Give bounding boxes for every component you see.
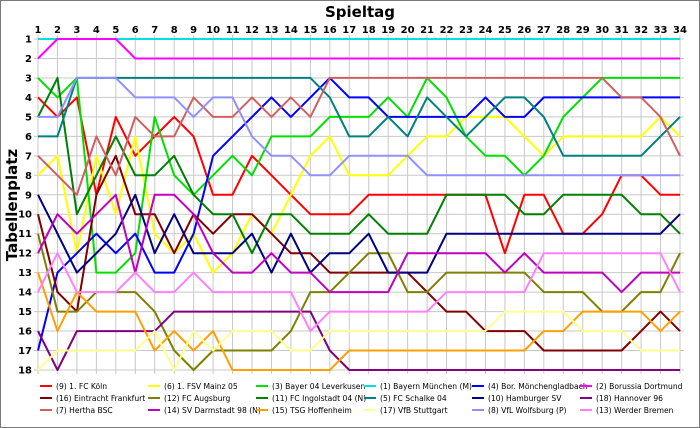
x-tick-label-top: 20 bbox=[401, 25, 415, 36]
legend-label: (3) Bayer 04 Leverkusen bbox=[272, 382, 365, 391]
legend-label: (15) TSG Hoffenheim bbox=[272, 406, 352, 415]
x-tick-label-top: 28 bbox=[556, 25, 570, 36]
series-line bbox=[38, 76, 681, 157]
legend-label: (1) Bayern München (M) bbox=[380, 382, 472, 391]
y-axis-label: Tabellenplatz bbox=[3, 149, 21, 262]
y-tick-label: 14 bbox=[18, 288, 32, 299]
x-tick-label-top: 3 bbox=[73, 25, 80, 36]
y-tick-label: 7 bbox=[25, 151, 32, 162]
x-tick-label-top: 4 bbox=[93, 25, 100, 36]
y-tick-label: 15 bbox=[18, 307, 32, 318]
chart-title: Spieltag bbox=[325, 3, 395, 21]
x-tick-label-top: 16 bbox=[323, 25, 337, 36]
y-tick-label: 13 bbox=[18, 268, 32, 279]
y-tick-label: 12 bbox=[18, 249, 32, 260]
x-tick-label-top: 34 bbox=[673, 25, 687, 36]
series-line bbox=[37, 76, 680, 351]
y-tick-label: 10 bbox=[18, 210, 32, 221]
series-line bbox=[37, 233, 681, 371]
y-tick-label: 3 bbox=[25, 73, 32, 84]
x-tick-label-top: 25 bbox=[498, 25, 512, 36]
x-tick-label-top: 26 bbox=[517, 25, 531, 36]
x-tick-label-top: 23 bbox=[459, 25, 473, 36]
legend-label: (9) 1. FC Köln bbox=[56, 382, 107, 391]
legend-label: (7) Hertha BSC bbox=[56, 406, 113, 415]
x-tick-label-top: 2 bbox=[54, 25, 61, 36]
series-line bbox=[37, 154, 681, 352]
legend-label: (17) VfB Stuttgart bbox=[380, 406, 448, 415]
x-tick-label-top: 33 bbox=[654, 25, 668, 36]
y-tick-label: 11 bbox=[18, 229, 32, 240]
y-tick-label: 5 bbox=[25, 112, 32, 123]
series-line bbox=[38, 76, 680, 177]
legend-label: (4) Bor. Mönchengladbach bbox=[488, 382, 588, 391]
x-tick-label-top: 24 bbox=[478, 25, 492, 36]
x-tick-label-top: 30 bbox=[595, 25, 609, 36]
y-tick-label: 17 bbox=[18, 346, 32, 357]
y-tick-label: 4 bbox=[25, 93, 32, 104]
legend-label: (5) FC Schalke 04 bbox=[380, 394, 447, 403]
series-line bbox=[37, 193, 681, 274]
x-tick-label-top: 8 bbox=[171, 25, 178, 36]
series-line bbox=[37, 310, 680, 371]
y-tick-label: 2 bbox=[25, 54, 32, 65]
x-tick-label-top: 27 bbox=[537, 25, 551, 36]
x-tick-label-top: 11 bbox=[226, 25, 240, 36]
series-line bbox=[37, 76, 681, 255]
x-tick-label-top: 6 bbox=[132, 25, 139, 36]
x-tick-label-top: 15 bbox=[303, 25, 317, 36]
x-tick-label-top: 9 bbox=[190, 25, 197, 36]
series-line bbox=[37, 193, 680, 294]
y-tick-label: 18 bbox=[18, 366, 32, 377]
x-tick-label-top: 10 bbox=[206, 25, 220, 36]
legend-label: (6) 1. FSV Mainz 05 bbox=[164, 382, 238, 391]
legend-label: (12) FC Augsburg bbox=[164, 394, 230, 403]
x-tick-label-top: 32 bbox=[634, 25, 648, 36]
x-tick-label-top: 21 bbox=[420, 25, 434, 36]
series-line bbox=[37, 76, 680, 274]
x-tick-label-top: 12 bbox=[245, 25, 259, 36]
legend-label: (13) Werder Bremen bbox=[596, 406, 674, 415]
legend-label: (2) Borussia Dortmund bbox=[596, 382, 683, 391]
series-line bbox=[37, 252, 681, 333]
x-tick-label-top: 29 bbox=[576, 25, 590, 36]
x-tick-label-top: 1 bbox=[35, 25, 42, 36]
series-line bbox=[37, 38, 680, 60]
x-tick-label-top: 5 bbox=[112, 25, 119, 36]
y-tick-label: 6 bbox=[25, 132, 32, 143]
legend-label: (11) FC Ingolstadt 04 (N) bbox=[272, 394, 366, 403]
x-tick-label-top: 18 bbox=[362, 25, 376, 36]
y-tick-label: 8 bbox=[25, 171, 32, 182]
legend: (9) 1. FC Köln (6) 1. FSV Mainz 05 (3) Bay… bbox=[40, 382, 683, 415]
x-tick-label-top: 7 bbox=[151, 25, 158, 36]
series-line bbox=[37, 76, 681, 196]
legend-label: (18) Hannover 96 bbox=[596, 394, 663, 403]
legend-label: (10) Hamburger SV bbox=[488, 394, 562, 403]
legend-label: (16) Eintracht Frankfurt bbox=[56, 394, 145, 403]
x-tick-label-top: 22 bbox=[440, 25, 454, 36]
x-tick-label-top: 19 bbox=[381, 25, 395, 36]
series-lines bbox=[37, 38, 681, 371]
x-tick-label-top: 13 bbox=[264, 25, 278, 36]
y-tick-label: 1 bbox=[25, 35, 32, 46]
legend-label: (14) SV Darmstadt 98 (N) bbox=[164, 406, 261, 415]
y-tick-label: 16 bbox=[18, 327, 32, 338]
x-tick-label-top: 17 bbox=[342, 25, 356, 36]
legend-label: (8) VfL Wolfsburg (P) bbox=[488, 406, 567, 415]
y-tick-label: 9 bbox=[25, 190, 32, 201]
x-tick-label-top: 14 bbox=[284, 25, 298, 36]
x-axis-top-ticks: 1 2 3 4 5 6 7 8 9 10 11 12 13 14 15 16 17 18 19 20 21 22 23 24 2… bbox=[35, 25, 687, 36]
x-tick-label-top: 31 bbox=[615, 25, 629, 36]
